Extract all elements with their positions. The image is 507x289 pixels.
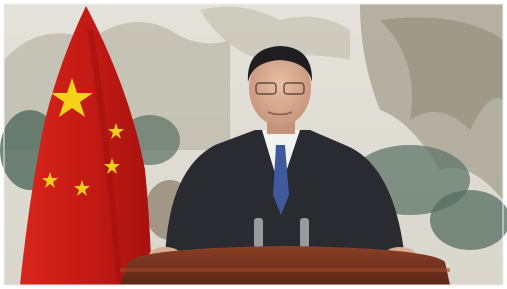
podium-edge (120, 268, 450, 272)
podium (120, 246, 450, 285)
photo (0, 0, 507, 289)
microphone (300, 218, 309, 248)
microphone (254, 218, 263, 248)
tree (430, 190, 507, 250)
page: {} (0, 0, 507, 289)
